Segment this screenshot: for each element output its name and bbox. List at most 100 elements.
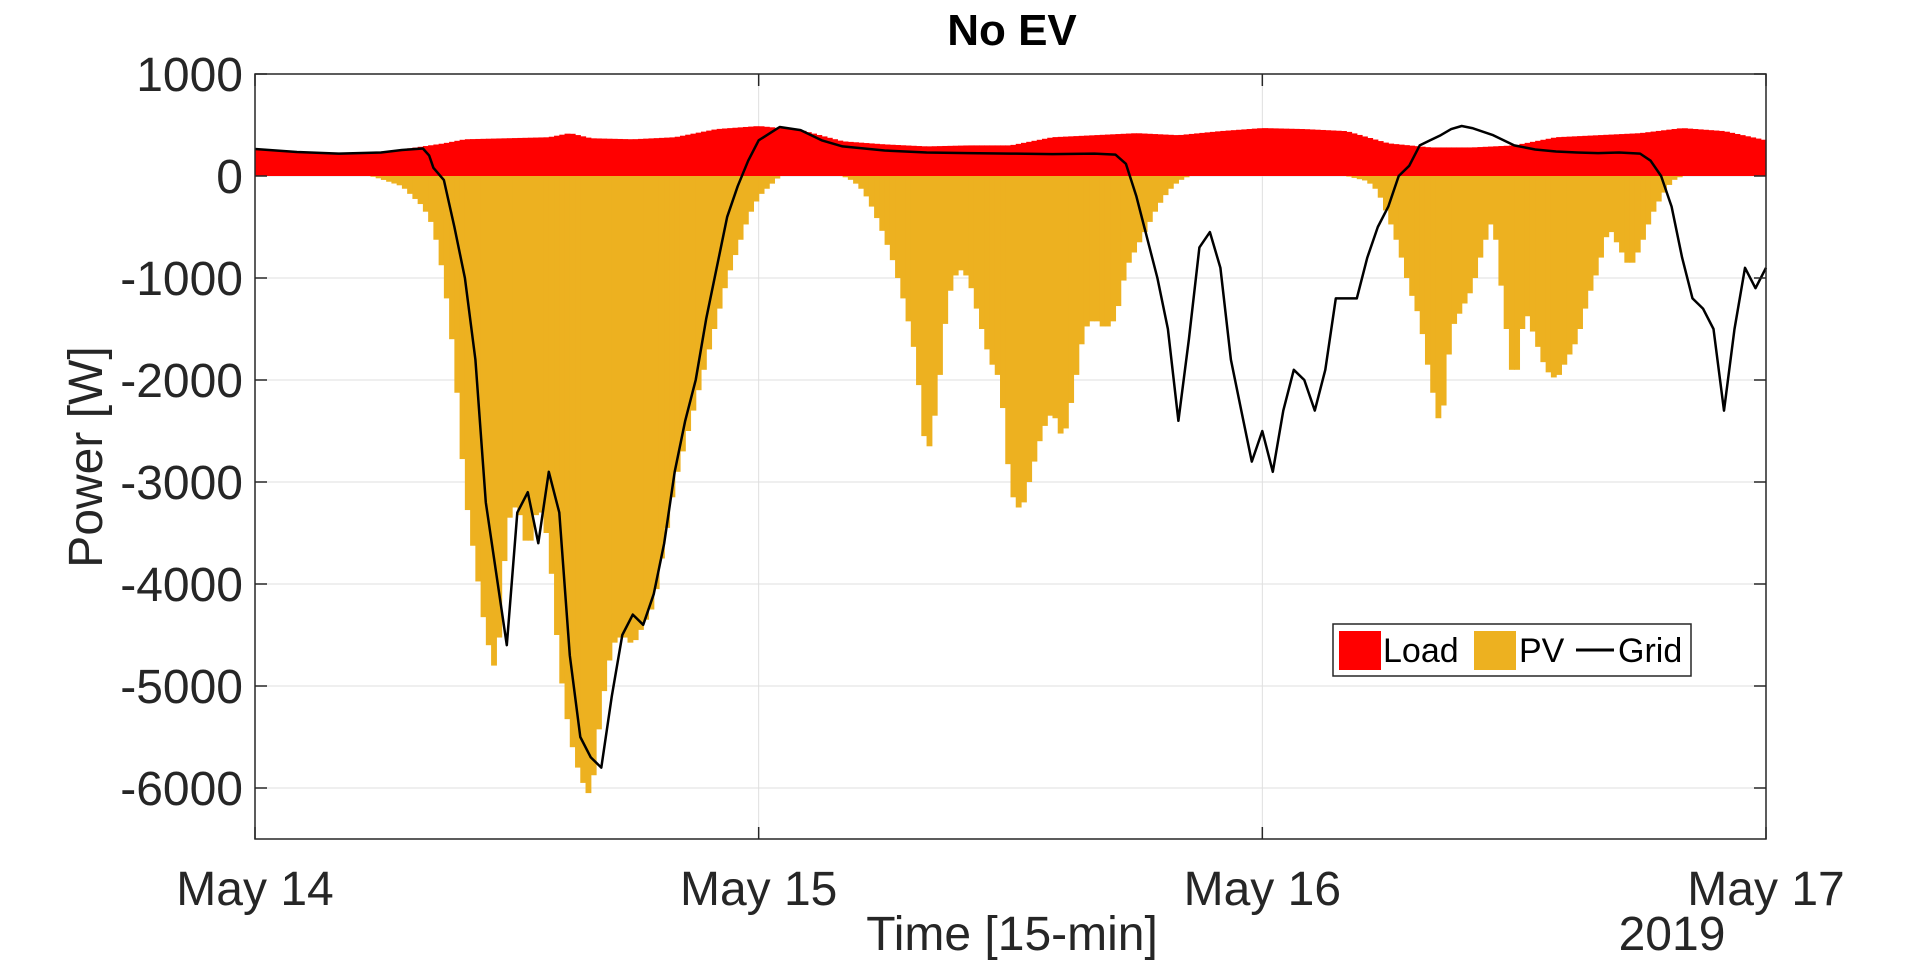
- pv-bar: [370, 176, 377, 177]
- load-bar: [1367, 138, 1374, 176]
- load-bar: [1136, 133, 1143, 176]
- pv-bar: [637, 176, 644, 630]
- pv-bar: [952, 176, 959, 276]
- load-bar: [1052, 137, 1059, 176]
- pv-bar: [748, 176, 755, 212]
- pv-bar: [737, 176, 744, 240]
- legend[interactable]: Load PV Grid: [1332, 623, 1692, 677]
- load-bar: [1708, 130, 1715, 176]
- load-bar: [1299, 129, 1305, 176]
- pv-bar: [1362, 176, 1368, 181]
- pv-bar: [889, 176, 896, 261]
- x-ticks: May 14 May 15 May 16 May 17: [176, 74, 1845, 916]
- load-bar: [900, 145, 907, 176]
- load-bar: [1419, 146, 1426, 176]
- load-bar: [1062, 136, 1069, 176]
- load-bar: [1503, 145, 1510, 176]
- pv-bar: [1383, 176, 1389, 211]
- pv-bar: [758, 176, 765, 194]
- pv-bar: [1057, 176, 1064, 434]
- pv-bar: [1671, 176, 1678, 180]
- load-bar: [942, 145, 949, 176]
- load-bar: [1750, 137, 1757, 176]
- pv-bar: [1629, 176, 1636, 263]
- pv-bar: [711, 176, 718, 329]
- load-bar: [359, 152, 366, 176]
- pv-bar: [1047, 176, 1054, 416]
- load-bar: [1146, 133, 1153, 176]
- y-tick-label: -4000: [120, 559, 243, 612]
- pv-bar: [496, 176, 503, 638]
- pv-bar: [1183, 176, 1190, 178]
- pv-bar: [1409, 176, 1416, 296]
- load-bar: [1188, 133, 1195, 176]
- pv-bar: [1624, 176, 1631, 263]
- x-axis-label: Time [15-min]: [866, 908, 1158, 961]
- load-bar: [438, 143, 445, 176]
- load-bar: [1073, 136, 1080, 176]
- load-bar: [260, 149, 267, 176]
- pv-bar: [1167, 176, 1174, 189]
- load-bar: [1236, 129, 1242, 176]
- pv-bar: [669, 176, 676, 498]
- pv-bar: [1377, 176, 1384, 198]
- pv-bar: [947, 176, 954, 291]
- load-bar: [989, 145, 996, 176]
- pv-bar: [727, 176, 734, 271]
- pv-bar: [412, 176, 419, 199]
- pv-bar: [601, 176, 608, 692]
- load-bar: [1745, 136, 1751, 176]
- load-bar: [1209, 131, 1216, 176]
- load-bar: [1587, 135, 1594, 176]
- load-bar: [910, 145, 917, 176]
- x-tick-label: May 16: [1184, 863, 1341, 916]
- load-bar: [1692, 129, 1699, 176]
- pv-bar: [868, 176, 875, 207]
- load-bar: [905, 145, 912, 176]
- pv-bar: [905, 176, 912, 322]
- load-bar: [795, 129, 802, 176]
- load-bar: [1571, 136, 1578, 176]
- pv-bar: [695, 176, 702, 391]
- load-bar: [1624, 133, 1631, 176]
- load-bar: [1346, 131, 1353, 176]
- load-bar: [1487, 146, 1494, 176]
- load-bar: [354, 152, 361, 176]
- load-bar: [275, 150, 282, 176]
- pv-bar: [1356, 176, 1363, 180]
- pv-bar: [879, 176, 886, 231]
- load-bar: [1435, 147, 1442, 176]
- load-bar: [863, 143, 870, 176]
- pv-bar: [916, 176, 922, 386]
- pv-bar: [1005, 176, 1012, 465]
- pv-bar: [863, 176, 870, 197]
- pv-bar: [1115, 176, 1122, 307]
- load-bar: [984, 145, 991, 176]
- load-bar: [1739, 135, 1746, 176]
- pv-bar: [900, 176, 907, 299]
- load-bar: [501, 138, 508, 176]
- load-bar: [811, 133, 817, 176]
- load-bar: [847, 141, 854, 176]
- y-tick-label: -1000: [120, 253, 243, 306]
- pv-bar: [685, 176, 692, 431]
- load-bar: [391, 150, 398, 176]
- load-bar: [1325, 130, 1332, 176]
- pv-bar: [1099, 176, 1106, 327]
- pv-bar: [575, 176, 581, 768]
- pv-bar: [1566, 176, 1573, 355]
- load-bar: [1057, 136, 1064, 176]
- load-bar: [338, 152, 345, 176]
- pv-bar: [1529, 176, 1536, 332]
- load-bar: [485, 138, 492, 176]
- load-bar: [952, 145, 959, 176]
- pv-bar: [1351, 176, 1358, 178]
- pv-bar: [769, 176, 776, 184]
- pv-bar: [958, 176, 964, 271]
- pv-bar: [963, 176, 970, 276]
- load-bar: [1173, 135, 1179, 176]
- pv-bar: [512, 176, 518, 508]
- pv-bar: [380, 176, 387, 180]
- load-bar: [365, 152, 372, 176]
- pv-bar: [522, 176, 529, 541]
